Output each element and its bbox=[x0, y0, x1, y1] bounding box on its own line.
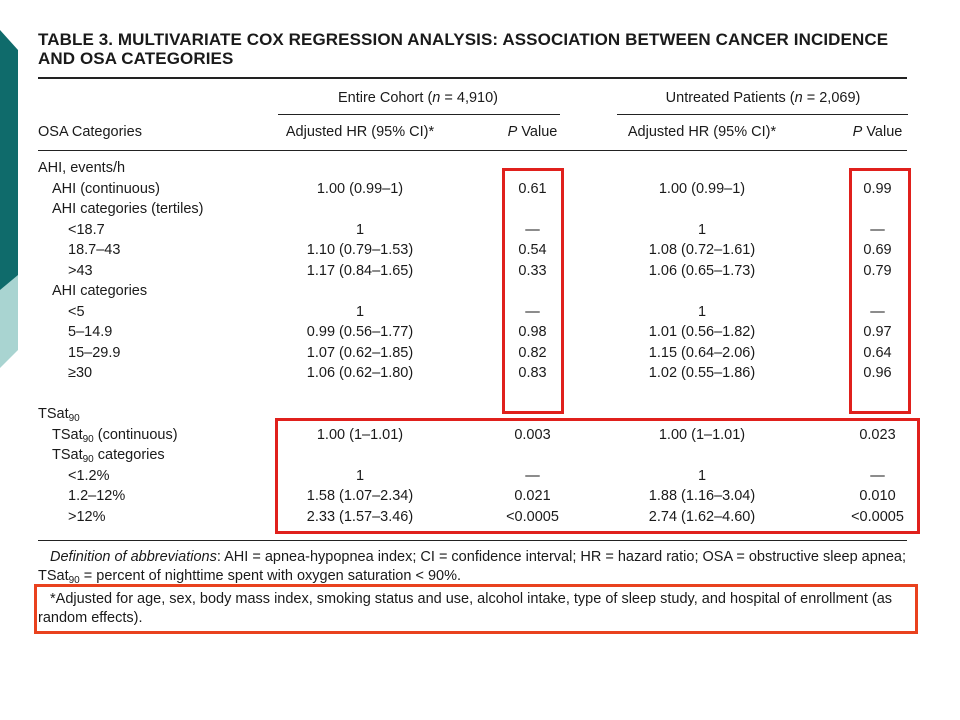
p-value-entire-cell: — bbox=[525, 303, 540, 320]
tsat-rows-highlight bbox=[275, 418, 920, 534]
p-value-entire-cell: <0.0005 bbox=[506, 508, 559, 525]
p-value-untreated-cell: — bbox=[870, 467, 885, 484]
row-label: ≥30 bbox=[68, 365, 93, 381]
table-top-rule bbox=[38, 77, 907, 79]
hr-untreated-cell: 1.01 (0.56–1.82) bbox=[648, 324, 756, 340]
p-value-untreated-cell: 0.69 bbox=[863, 242, 892, 258]
row-label: <1.2% bbox=[68, 467, 110, 484]
header-bottom-rule bbox=[38, 150, 907, 151]
p-value-untreated-cell: 0.99 bbox=[863, 180, 892, 197]
hr-entire-cell: 2.33 (1.57–3.46) bbox=[306, 508, 414, 525]
hr-entire-cell: 1.00 (1–1.01) bbox=[316, 426, 404, 443]
hr-untreated-cell: 1.02 (0.55–1.86) bbox=[648, 365, 756, 381]
p-value-entire-cell: 0.98 bbox=[518, 324, 547, 340]
p-value-entire-cell: 0.003 bbox=[514, 426, 551, 443]
group-rule-entire bbox=[278, 114, 560, 115]
footnote-highlight bbox=[34, 584, 918, 634]
row-label: AHI categories (tertiles) bbox=[52, 201, 204, 217]
p-value-untreated-cell: 0.96 bbox=[863, 365, 892, 381]
p-value-untreated-cell: <0.0005 bbox=[851, 508, 904, 525]
hr-entire-cell: 1.06 (0.62–1.80) bbox=[306, 365, 414, 381]
row-label: 5–14.9 bbox=[68, 324, 113, 340]
hr-entire-cell: 1 bbox=[355, 303, 365, 320]
hr-entire-cell: 0.99 (0.56–1.77) bbox=[306, 324, 414, 340]
adjusted-footnote: *Adjusted for age, sex, body mass index,… bbox=[38, 591, 893, 626]
row-label: AHI categories bbox=[52, 283, 148, 299]
p-value-entire-cell: 0.82 bbox=[518, 344, 547, 361]
col-header-hr-untreated: Adjusted HR (95% CI)* bbox=[627, 124, 777, 140]
group-rule-untreated bbox=[617, 114, 908, 115]
hr-entire-cell: 1.10 (0.79–1.53) bbox=[306, 242, 414, 258]
hr-entire-cell: 1.00 (0.99–1) bbox=[316, 180, 404, 197]
hr-untreated-cell: 1.08 (0.72–1.61) bbox=[648, 242, 756, 258]
p-value-untreated-cell: 0.79 bbox=[863, 262, 892, 279]
table-title: TABLE 3. MULTIVARIATE COX REGRESSION ANA… bbox=[38, 30, 889, 68]
col-header-p-untreated: P Value bbox=[852, 124, 903, 140]
col-header-category: OSA Categories bbox=[38, 124, 142, 140]
row-label: <18.7 bbox=[68, 221, 105, 238]
group-header-entire: Entire Cohort (n = 4,910) bbox=[337, 90, 498, 106]
hr-entire-cell: 1 bbox=[355, 467, 365, 484]
hr-entire-cell: 1.58 (1.07–2.34) bbox=[306, 488, 414, 504]
row-label: TSat90 bbox=[38, 406, 80, 424]
hr-untreated-cell: 1.88 (1.16–3.04) bbox=[648, 488, 756, 504]
hr-untreated-cell: 1.15 (0.64–2.06) bbox=[648, 344, 756, 361]
row-label: 1.2–12% bbox=[68, 488, 126, 504]
hr-untreated-cell: 1.00 (1–1.01) bbox=[658, 426, 746, 443]
p-value-untreated-cell: — bbox=[870, 221, 885, 238]
p-value-entire-cell: 0.54 bbox=[518, 242, 547, 258]
row-label: TSat90 (continuous) bbox=[52, 426, 178, 445]
hr-entire-cell: 1 bbox=[355, 221, 365, 238]
p-value-untreated-cell: — bbox=[870, 303, 885, 320]
slide-decoration bbox=[0, 0, 22, 720]
p-value-untreated-cell: 0.97 bbox=[863, 324, 892, 340]
p-value-untreated-cell: 0.010 bbox=[859, 488, 896, 504]
p-value-entire-cell: 0.021 bbox=[514, 488, 551, 504]
p-value-highlight-entire bbox=[502, 168, 564, 414]
hr-entire-cell: 1.17 (0.84–1.65) bbox=[306, 262, 414, 279]
row-label: 15–29.9 bbox=[68, 344, 121, 361]
p-value-highlight-untreated bbox=[849, 168, 911, 414]
p-value-untreated-cell: 0.023 bbox=[859, 426, 896, 443]
hr-untreated-cell: 1 bbox=[697, 467, 707, 484]
p-value-untreated-cell: 0.64 bbox=[863, 344, 892, 361]
hr-untreated-cell: 1 bbox=[697, 221, 707, 238]
hr-entire-cell: 1.07 (0.62–1.85) bbox=[306, 344, 414, 361]
p-value-entire-cell: — bbox=[525, 467, 540, 484]
hr-untreated-cell: 1.00 (0.99–1) bbox=[658, 180, 746, 197]
col-header-p-entire: P Value bbox=[507, 124, 558, 140]
p-value-entire-cell: — bbox=[525, 221, 540, 238]
row-label: >12% bbox=[68, 508, 106, 525]
definitions-footnote: Definition of abbreviations: AHI = apnea… bbox=[38, 549, 907, 586]
p-value-entire-cell: 0.61 bbox=[518, 180, 547, 197]
hr-untreated-cell: 2.74 (1.62–4.60) bbox=[648, 508, 756, 525]
hr-untreated-cell: 1.06 (0.65–1.73) bbox=[648, 262, 756, 279]
row-label: AHI, events/h bbox=[38, 160, 126, 176]
p-value-entire-cell: 0.33 bbox=[518, 262, 547, 279]
p-value-entire-cell: 0.83 bbox=[518, 365, 547, 381]
row-label: TSat90 categories bbox=[52, 447, 165, 465]
row-label: >43 bbox=[68, 262, 93, 279]
row-label: AHI (continuous) bbox=[52, 180, 160, 197]
group-header-untreated: Untreated Patients (n = 2,069) bbox=[665, 90, 861, 106]
row-label: <5 bbox=[68, 303, 85, 320]
hr-untreated-cell: 1 bbox=[697, 303, 707, 320]
col-header-hr-entire: Adjusted HR (95% CI)* bbox=[285, 124, 435, 140]
table-bottom-rule bbox=[38, 540, 907, 541]
row-label: 18.7–43 bbox=[68, 242, 121, 258]
